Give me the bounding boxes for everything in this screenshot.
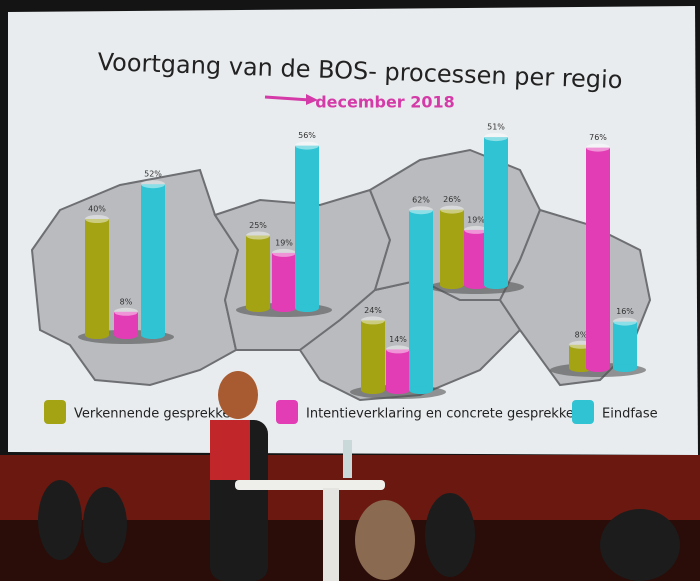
photo: Voortgang van de BOS- processen per regi…	[0, 0, 700, 581]
bar	[141, 184, 165, 335]
bar-top	[272, 249, 296, 257]
legend-swatch	[276, 400, 298, 424]
hair	[218, 371, 258, 419]
legend-label: Eindfase	[602, 407, 658, 422]
person	[38, 480, 82, 560]
person	[600, 509, 680, 581]
legend-swatch	[572, 400, 594, 424]
bar-bottom	[361, 386, 385, 394]
data-label: 19%	[275, 238, 293, 247]
bar-bottom	[295, 304, 319, 312]
legend-label: Intentieverklaring en concrete gesprekke…	[306, 407, 582, 422]
data-label: 24%	[364, 306, 382, 315]
bar	[272, 253, 296, 308]
bar	[386, 349, 410, 390]
bar-top	[361, 316, 385, 324]
data-label: 51%	[487, 123, 505, 132]
scarf	[210, 420, 250, 480]
bar-top	[114, 308, 138, 316]
bar-bottom	[613, 364, 637, 372]
bar	[85, 219, 109, 335]
bar	[586, 148, 610, 368]
bar-bottom	[114, 331, 138, 339]
bar	[409, 210, 433, 390]
legend-swatch	[44, 400, 66, 424]
data-label: 25%	[249, 221, 267, 230]
data-label: 62%	[412, 196, 430, 205]
bar	[361, 320, 385, 390]
bar-bottom	[386, 386, 410, 394]
bar-bottom	[409, 386, 433, 394]
person	[83, 487, 127, 563]
bar-top	[386, 345, 410, 353]
bar-top	[409, 206, 433, 214]
bar	[246, 236, 270, 309]
bar-top	[613, 318, 637, 326]
bar-bottom	[484, 281, 508, 289]
water-bottle	[343, 440, 352, 478]
bar-top	[440, 206, 464, 214]
person	[425, 493, 475, 577]
data-label: 40%	[88, 205, 106, 214]
bar-top	[141, 180, 165, 188]
data-label: 8%	[575, 330, 588, 339]
page: Voortgang van de BOS- processen per regi…	[0, 0, 700, 581]
data-label: 76%	[589, 133, 607, 142]
bar-bottom	[272, 304, 296, 312]
data-label: 16%	[616, 307, 634, 316]
lectern-leg	[323, 488, 339, 581]
bar-top	[246, 232, 270, 240]
data-label: 26%	[443, 195, 461, 204]
data-label: 56%	[298, 131, 316, 140]
bar	[440, 210, 464, 285]
bar-bottom	[586, 364, 610, 372]
data-label: 8%	[120, 297, 133, 306]
slide-subtitle: december 2018	[315, 93, 455, 112]
data-label: 14%	[389, 335, 407, 344]
bar-top	[295, 142, 319, 150]
bar	[484, 137, 508, 285]
data-label: 19%	[467, 215, 485, 224]
bar	[613, 322, 637, 368]
bar-top	[85, 215, 109, 223]
data-label: 52%	[144, 170, 162, 179]
bar-top	[586, 144, 610, 152]
bar-bottom	[141, 331, 165, 339]
person	[355, 500, 415, 580]
bar-bottom	[440, 281, 464, 289]
bar	[295, 146, 319, 308]
bar-bottom	[85, 331, 109, 339]
bar-top	[484, 133, 508, 141]
legend-label: Verkennende gesprekken	[74, 407, 239, 422]
bar-bottom	[246, 304, 270, 312]
lectern-top	[235, 480, 385, 490]
